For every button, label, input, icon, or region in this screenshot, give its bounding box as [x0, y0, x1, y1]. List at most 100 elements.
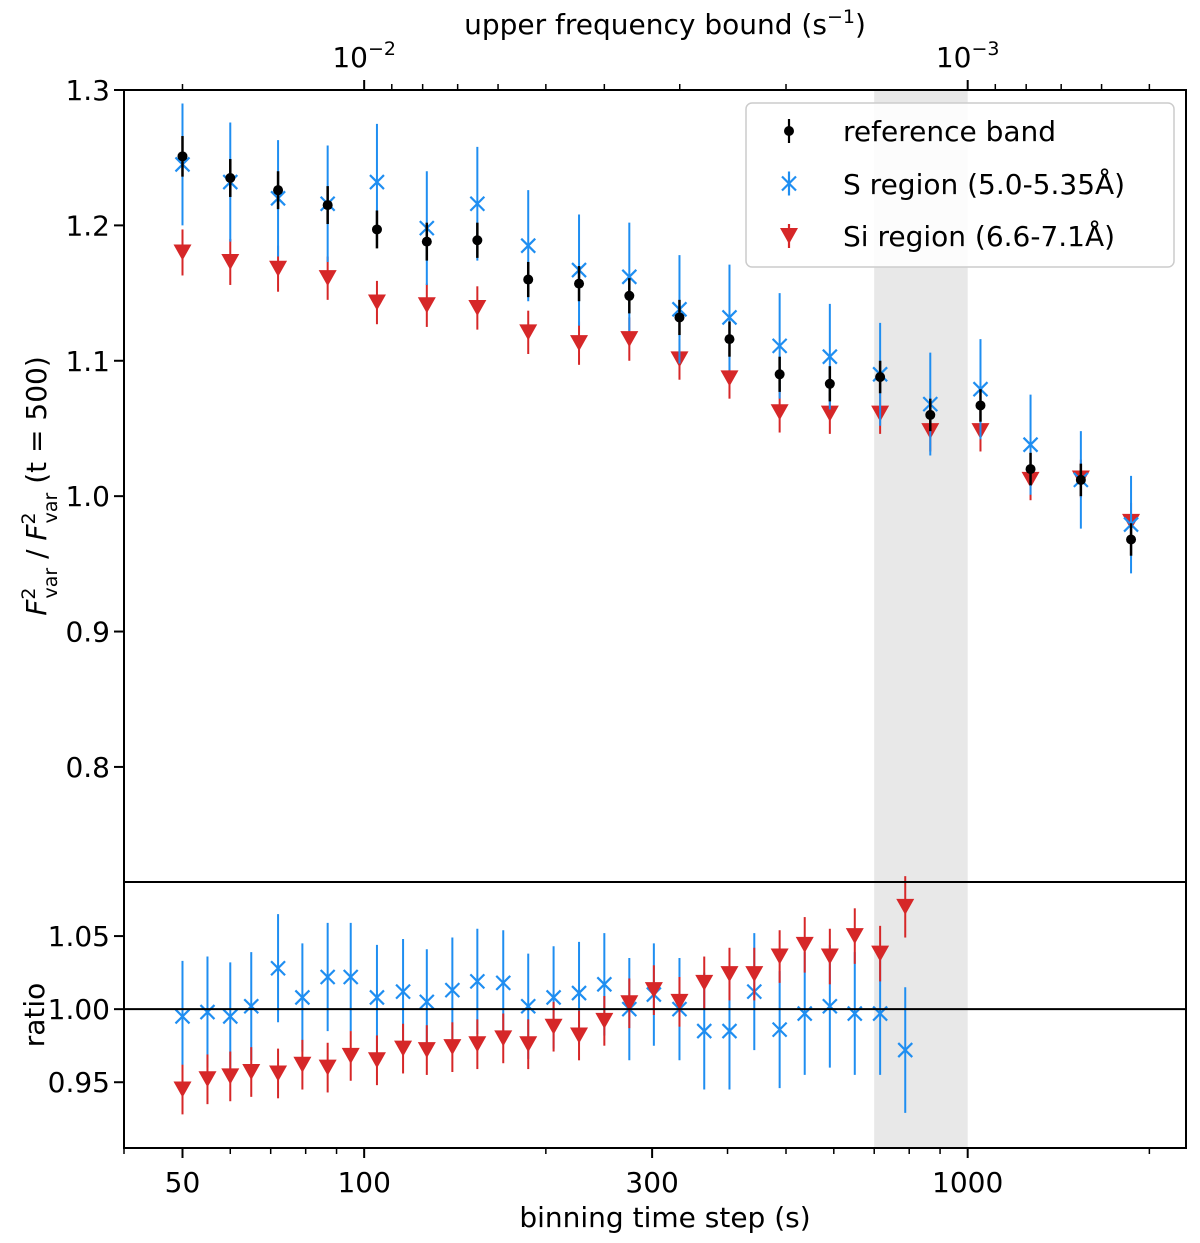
ratio-point-si_region — [544, 1018, 563, 1035]
legend-marker-reference — [784, 126, 794, 136]
y-tick-label: 1.3 — [65, 74, 110, 107]
main-point-s_region — [1022, 436, 1039, 453]
ratio-point-si_region — [394, 1040, 413, 1057]
main-point-si_region — [519, 324, 538, 341]
legend-marker-s-region — [781, 171, 797, 196]
main-point-reference — [1025, 464, 1036, 475]
main-point-reference — [624, 290, 635, 301]
legend-marker-si-region — [780, 224, 798, 248]
top-axis-label: upper frequency bound (s−1) — [464, 6, 866, 41]
ratio-point-si_region — [795, 936, 814, 953]
ratio-point-si_region — [745, 966, 764, 983]
top-tick-label: 10−2 — [332, 38, 396, 74]
main-point-reference — [371, 224, 382, 235]
ratio-point-s_region — [696, 1023, 713, 1039]
x-tick-label: 300 — [625, 1166, 678, 1199]
ratio-point-s_region — [545, 989, 562, 1006]
ratio-series-si_region — [173, 876, 915, 1115]
ratio-point-si_region — [896, 898, 915, 915]
main-point-reference — [421, 236, 432, 247]
legend: reference band S region (5.0-5.35Å) Si r… — [745, 102, 1175, 268]
ratio-point-s_region — [294, 989, 311, 1006]
main-series-reference — [177, 136, 1137, 556]
main-point-s_region — [520, 237, 537, 254]
main-point-reference — [824, 378, 835, 389]
ratio-series-s_region — [174, 914, 914, 1113]
ratio-point-s_region — [596, 976, 613, 993]
main-point-si_region — [417, 297, 436, 314]
ratio-point-si_region — [644, 982, 663, 999]
main-point-reference — [774, 369, 785, 380]
main-point-si_region — [468, 299, 487, 316]
main-point-reference — [177, 151, 188, 162]
ratio-y-tick-label: 0.95 — [48, 1066, 110, 1099]
main-point-s_region — [369, 174, 385, 190]
y-tick-label: 1.2 — [65, 209, 110, 242]
ratio-point-s_region — [199, 1004, 216, 1020]
ratio-point-si_region — [221, 1068, 240, 1085]
main-point-reference — [273, 185, 284, 196]
ratio-point-si_region — [173, 1081, 192, 1098]
ratio-point-si_region — [670, 993, 689, 1010]
ratio-point-si_region — [494, 1030, 513, 1047]
main-point-s_region — [621, 269, 638, 285]
legend-marker-s_region — [781, 175, 797, 192]
ratio-panel-marks — [173, 876, 915, 1115]
ratio-point-si_region — [871, 945, 890, 962]
ratio-point-si_region — [845, 928, 864, 945]
main-point-reference — [925, 409, 936, 420]
ratio-point-si_region — [198, 1071, 217, 1088]
main-point-reference — [724, 334, 735, 345]
main-point-si_region — [173, 244, 192, 261]
main-point-si_region — [570, 335, 589, 352]
ratio-point-si_region — [443, 1039, 462, 1056]
legend-box — [745, 102, 1175, 268]
ratio-point-si_region — [417, 1042, 436, 1059]
ratio-point-si_region — [570, 1027, 589, 1044]
main-point-si_region — [770, 404, 789, 421]
main-point-s_region — [771, 338, 788, 354]
main-point-s_region — [822, 348, 838, 365]
ratio-point-si_region — [820, 948, 839, 965]
ratio-point-s_region — [469, 973, 486, 990]
ratio-point-s_region — [495, 975, 512, 991]
legend-label-reference: reference band — [843, 115, 1056, 148]
main-point-reference — [875, 372, 886, 383]
x-tick-label: 1000 — [932, 1166, 1003, 1199]
main-point-si_region — [367, 294, 386, 311]
main-point-s_region — [469, 195, 486, 212]
ratio-point-s_region — [243, 998, 260, 1015]
ratio-point-s_region — [721, 1023, 738, 1039]
ratio-point-si_region — [720, 966, 739, 983]
ratio-point-si_region — [468, 1036, 487, 1053]
main-point-reference — [1075, 474, 1086, 485]
shaded-band-ratio — [874, 882, 968, 1148]
ratio-point-si_region — [367, 1052, 386, 1069]
main-point-reference — [574, 278, 585, 289]
ratio-point-si_region — [770, 948, 789, 965]
ratio-y-tick-label: 1.05 — [48, 920, 110, 953]
main-point-reference — [1126, 534, 1137, 545]
x-tick-label: 100 — [337, 1166, 390, 1199]
ratio-point-si_region — [341, 1047, 360, 1064]
y-tick-label: 1.0 — [65, 480, 110, 513]
legend-marker-si_region — [780, 228, 798, 244]
legend-label-s-region: S region (5.0-5.35Å) — [843, 167, 1125, 201]
y-axis-label: F2var / F2var (t = 500) — [18, 356, 62, 615]
main-point-si_region — [820, 405, 839, 422]
ratio-point-s_region — [342, 969, 359, 985]
ratio-point-si_region — [595, 1012, 614, 1029]
main-point-reference — [225, 173, 236, 183]
ratio-y-tick-label: 1.00 — [48, 993, 110, 1026]
main-point-reference — [472, 235, 483, 246]
ratio-point-s_region — [319, 969, 336, 985]
ratio-point-s_region — [222, 1008, 239, 1025]
ratio-point-s_region — [520, 998, 537, 1015]
y-tick-label: 1.1 — [65, 345, 110, 378]
ratio-point-si_region — [269, 1065, 288, 1082]
ratio-point-s_region — [771, 1021, 788, 1038]
ratio-point-s_region — [822, 998, 838, 1015]
main-point-s_region — [721, 309, 738, 326]
main-series-s_region — [174, 103, 1139, 574]
